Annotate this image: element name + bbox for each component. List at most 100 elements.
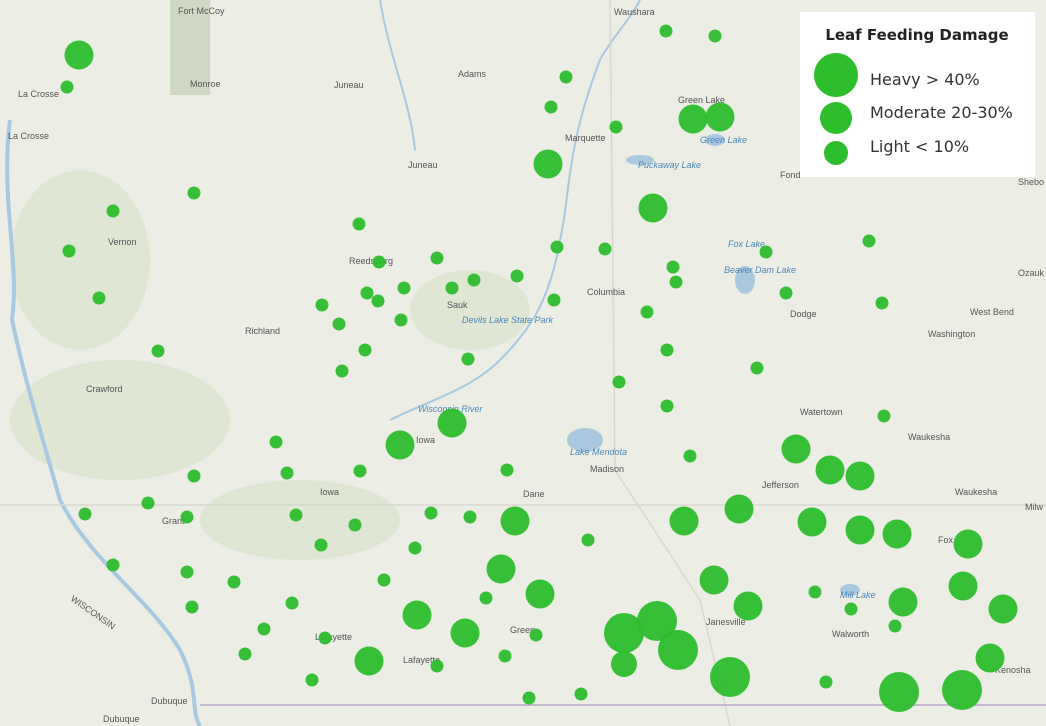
damage-marker[interactable] [78, 507, 92, 521]
damage-marker[interactable] [402, 600, 432, 630]
damage-marker[interactable] [479, 591, 493, 605]
damage-marker[interactable] [305, 673, 319, 687]
damage-marker[interactable] [975, 643, 1005, 673]
damage-marker[interactable] [988, 594, 1018, 624]
damage-marker[interactable] [315, 298, 329, 312]
damage-marker[interactable] [500, 463, 514, 477]
damage-marker[interactable] [185, 600, 199, 614]
damage-marker[interactable] [62, 244, 76, 258]
damage-marker[interactable] [510, 269, 524, 283]
damage-marker[interactable] [529, 628, 543, 642]
damage-marker[interactable] [953, 529, 983, 559]
damage-marker[interactable] [269, 435, 283, 449]
damage-marker[interactable] [544, 100, 558, 114]
damage-marker[interactable] [637, 601, 677, 641]
damage-marker[interactable] [705, 102, 735, 132]
damage-marker[interactable] [180, 510, 194, 524]
damage-marker[interactable] [141, 496, 155, 510]
damage-marker[interactable] [285, 596, 299, 610]
damage-marker[interactable] [394, 313, 408, 327]
damage-marker[interactable] [430, 251, 444, 265]
damage-marker[interactable] [942, 670, 982, 710]
damage-marker[interactable] [60, 80, 74, 94]
damage-marker[interactable] [461, 352, 475, 366]
damage-marker[interactable] [106, 558, 120, 572]
damage-marker[interactable] [581, 533, 595, 547]
damage-marker[interactable] [352, 217, 366, 231]
damage-marker[interactable] [353, 464, 367, 478]
damage-marker[interactable] [724, 494, 754, 524]
damage-marker[interactable] [408, 541, 422, 555]
damage-marker[interactable] [759, 245, 773, 259]
damage-marker[interactable] [467, 273, 481, 287]
damage-marker[interactable] [877, 409, 891, 423]
damage-marker[interactable] [609, 120, 623, 134]
damage-marker[interactable] [844, 602, 858, 616]
damage-marker[interactable] [604, 613, 644, 653]
damage-marker[interactable] [678, 104, 708, 134]
damage-marker[interactable] [397, 281, 411, 295]
damage-marker[interactable] [106, 204, 120, 218]
damage-marker[interactable] [710, 657, 750, 697]
damage-marker[interactable] [781, 434, 811, 464]
damage-marker[interactable] [574, 687, 588, 701]
damage-marker[interactable] [360, 286, 374, 300]
damage-marker[interactable] [358, 343, 372, 357]
damage-marker[interactable] [486, 554, 516, 584]
damage-marker[interactable] [280, 466, 294, 480]
damage-marker[interactable] [354, 646, 384, 676]
damage-marker[interactable] [437, 408, 467, 438]
damage-marker[interactable] [550, 240, 564, 254]
damage-marker[interactable] [611, 651, 637, 677]
damage-marker[interactable] [888, 619, 902, 633]
damage-marker[interactable] [238, 647, 252, 661]
damage-marker[interactable] [659, 24, 673, 38]
damage-marker[interactable] [335, 364, 349, 378]
damage-marker[interactable] [660, 343, 674, 357]
damage-marker[interactable] [547, 293, 561, 307]
damage-marker[interactable] [888, 587, 918, 617]
damage-marker[interactable] [257, 622, 271, 636]
damage-marker[interactable] [683, 449, 697, 463]
damage-marker[interactable] [332, 317, 346, 331]
damage-marker[interactable] [463, 510, 477, 524]
damage-marker[interactable] [377, 573, 391, 587]
damage-marker[interactable] [445, 281, 459, 295]
damage-marker[interactable] [875, 296, 889, 310]
damage-marker[interactable] [879, 672, 919, 712]
damage-marker[interactable] [669, 275, 683, 289]
damage-marker[interactable] [318, 631, 332, 645]
damage-marker[interactable] [180, 565, 194, 579]
damage-marker[interactable] [658, 630, 698, 670]
damage-marker[interactable] [640, 305, 654, 319]
damage-marker[interactable] [187, 186, 201, 200]
damage-marker[interactable] [187, 469, 201, 483]
damage-marker[interactable] [819, 675, 833, 689]
damage-marker[interactable] [845, 461, 875, 491]
damage-marker[interactable] [522, 691, 536, 705]
damage-marker[interactable] [372, 255, 386, 269]
damage-marker[interactable] [289, 508, 303, 522]
damage-marker[interactable] [699, 565, 729, 595]
damage-marker[interactable] [498, 649, 512, 663]
damage-marker[interactable] [227, 575, 241, 589]
damage-marker[interactable] [862, 234, 876, 248]
damage-marker[interactable] [92, 291, 106, 305]
damage-marker[interactable] [779, 286, 793, 300]
damage-marker[interactable] [424, 506, 438, 520]
damage-marker[interactable] [638, 193, 668, 223]
damage-marker[interactable] [845, 515, 875, 545]
damage-marker[interactable] [882, 519, 912, 549]
damage-marker[interactable] [797, 507, 827, 537]
damage-marker[interactable] [348, 518, 362, 532]
damage-marker[interactable] [314, 538, 328, 552]
damage-marker[interactable] [533, 149, 563, 179]
damage-marker[interactable] [559, 70, 573, 84]
damage-marker[interactable] [430, 659, 444, 673]
damage-marker[interactable] [500, 506, 530, 536]
damage-marker[interactable] [525, 579, 555, 609]
damage-marker[interactable] [385, 430, 415, 460]
damage-marker[interactable] [733, 591, 763, 621]
damage-marker[interactable] [808, 585, 822, 599]
damage-marker[interactable] [815, 455, 845, 485]
